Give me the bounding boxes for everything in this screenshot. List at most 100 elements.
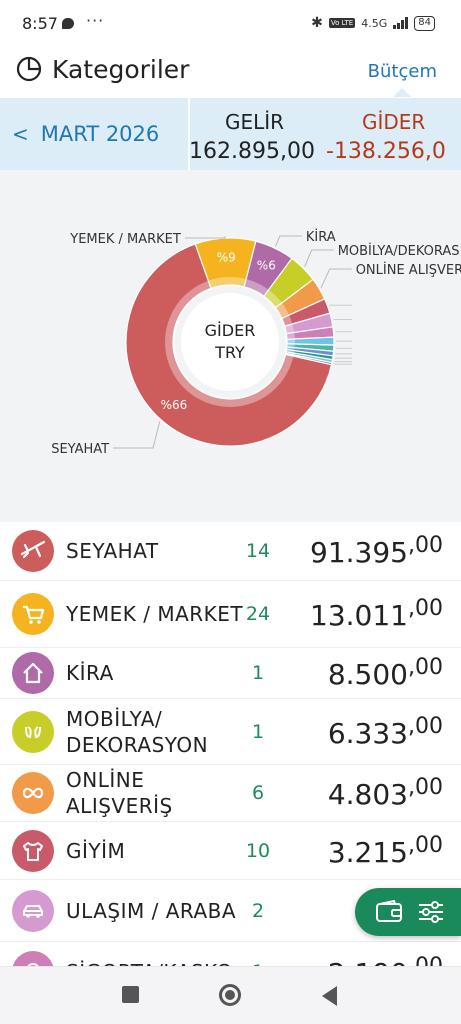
- category-row[interactable]: GİYİM 10 3.215,00: [0, 822, 461, 880]
- category-row[interactable]: SİGORTA/KASKO1 2.190,00: [0, 942, 461, 966]
- budget-tab[interactable]: Bütçem: [367, 61, 437, 82]
- transaction-count: 6: [251, 782, 265, 804]
- slice-percent-label: %6: [257, 259, 276, 273]
- amount-integer: 2.190: [328, 957, 408, 967]
- pie-slice[interactable]: [284, 352, 333, 366]
- transaction-count: 14: [245, 540, 271, 562]
- slice-label: SEYAHAT: [51, 442, 109, 457]
- slice-label: KİRA: [306, 229, 336, 245]
- battery-icon: 84: [414, 15, 435, 31]
- amount-cents: ,00: [408, 713, 443, 739]
- category-name: ULAŞIM / ARABA: [66, 898, 237, 923]
- transaction-count: 1: [251, 720, 265, 743]
- category-name: GİYİM: [66, 838, 126, 863]
- category-name: MOBİLYA/ DEKORASYON: [66, 706, 209, 757]
- app-header: Kategoriler Bütçem: [0, 50, 461, 97]
- slice-percent-label: %66: [161, 398, 188, 412]
- amount-cents: ,00: [408, 953, 443, 967]
- chair-icon: [12, 710, 54, 753]
- amount-cents: ,00: [408, 596, 443, 621]
- pie-slice[interactable]: [125, 243, 333, 447]
- leader-line: [275, 235, 302, 247]
- category-amount: 6.333,00: [328, 714, 443, 750]
- category-amount: 2.190,00: [328, 954, 443, 967]
- amount-integer: 13.011: [310, 599, 408, 632]
- category-amount: 3.215,00: [328, 833, 443, 869]
- chevron-left-icon[interactable]: <: [12, 122, 29, 146]
- donut-chart-area: GİDER TRY %66 %9 %6 SEYAHAT YEMEK / MARKET KİRA…: [0, 170, 461, 522]
- category-list[interactable]: SEYAHAT 14 91.395,00 YEMEK / MARKET 24 13.011…: [0, 522, 461, 966]
- airplane-icon: [12, 530, 54, 572]
- month-label: MART 2026: [40, 122, 160, 146]
- message-icon: [62, 18, 74, 29]
- location-pin-icon: [12, 950, 54, 966]
- amount-integer: 8.500: [327, 658, 408, 691]
- category-row[interactable]: KİRA 1 8.500,00: [0, 648, 461, 699]
- transaction-count: 1: [240, 961, 276, 967]
- amount-integer: 6.333: [327, 716, 408, 750]
- back-triangle-icon[interactable]: [322, 986, 337, 1006]
- amount-integer: 3.215: [327, 835, 408, 869]
- status-right: ✱ Vo LTE 4.5G 84: [311, 15, 435, 31]
- category-row[interactable]: MOBİLYA/ DEKORASYON 1 6.333,00: [0, 699, 461, 765]
- amount-cents: ,00: [408, 533, 443, 558]
- volte-icon: Vo LTE: [328, 18, 356, 28]
- category-name: SİGORTA/KASKO: [66, 959, 246, 967]
- category-row[interactable]: SEYAHAT 14 91.395,00: [0, 522, 461, 581]
- income-label: GELİR: [225, 110, 285, 134]
- leader-line: [184, 235, 226, 239]
- slice-label: ONLİNE ALIŞVER: [356, 262, 461, 278]
- transaction-count: 2: [251, 899, 265, 922]
- expense-value: -138.256,0: [326, 139, 446, 164]
- slice-label: MOBİLYA/DEKORAS: [338, 243, 460, 259]
- amount-cents: ,00: [408, 832, 443, 858]
- signal-icon: [393, 17, 409, 29]
- category-row[interactable]: ONLİNE ALIŞVERİŞ 6 4.803,00: [0, 765, 461, 822]
- slice-label: YEMEK / MARKET: [69, 232, 181, 247]
- month-selector[interactable]: < MART 2026: [0, 98, 188, 170]
- category-amount: 91.395,00: [310, 533, 443, 569]
- network-label: 4.5G: [361, 16, 388, 30]
- category-name: KİRA: [66, 661, 114, 685]
- center-label: TRY: [214, 343, 245, 362]
- divider: [188, 98, 190, 170]
- donut-hole: [181, 293, 279, 391]
- category-row[interactable]: YEMEK / MARKET 24 13.011,00: [0, 581, 461, 648]
- transaction-count: 24: [245, 603, 271, 625]
- shirt-icon: [12, 829, 54, 872]
- expense-label: GİDER: [362, 110, 426, 134]
- sliders-icon: [419, 901, 443, 923]
- infinity-icon: [12, 772, 54, 814]
- shopping-cart-icon: [12, 593, 54, 635]
- amount-cents: ,00: [408, 655, 443, 680]
- category-name: ONLİNE ALIŞVERİŞ: [66, 768, 173, 818]
- tab-indicator: [393, 88, 411, 97]
- leader-line: [113, 421, 161, 449]
- category-amount: 4.803,00: [328, 775, 443, 811]
- status-time: 8:57: [22, 14, 58, 33]
- category-amount: 13.011,00: [310, 596, 443, 632]
- more-notifications-icon: ···: [86, 11, 105, 30]
- wallet-icon: [376, 900, 402, 922]
- center-label: GİDER: [205, 321, 256, 340]
- status-bar: 8:57 ··· ✱ Vo LTE 4.5G 84: [0, 0, 461, 50]
- home-circle-icon[interactable]: [219, 984, 241, 1006]
- slice-percent-label: %9: [217, 251, 236, 265]
- category-name: YEMEK / MARKET: [66, 602, 244, 626]
- transaction-count: 10: [245, 839, 271, 862]
- income-value: 162.895,00: [189, 139, 315, 164]
- car-icon: [12, 889, 54, 932]
- leader-line: [320, 268, 352, 289]
- amount-integer: 4.803: [327, 778, 408, 811]
- filter-fab-button[interactable]: [355, 888, 461, 936]
- recents-square-icon[interactable]: [122, 986, 139, 1003]
- amount-cents: ,00: [408, 775, 443, 800]
- bluetooth-icon: ✱: [311, 15, 323, 31]
- donut-chart[interactable]: GİDER TRY %66 %9 %6 SEYAHAT YEMEK / MARKET KİRA…: [0, 170, 461, 522]
- category-name: SEYAHAT: [66, 539, 159, 563]
- page-title: Kategoriler: [52, 55, 190, 84]
- transaction-count: 1: [251, 662, 265, 684]
- pie-chart-icon: [16, 56, 42, 82]
- house-icon: [12, 652, 54, 694]
- category-amount: 8.500,00: [328, 655, 443, 691]
